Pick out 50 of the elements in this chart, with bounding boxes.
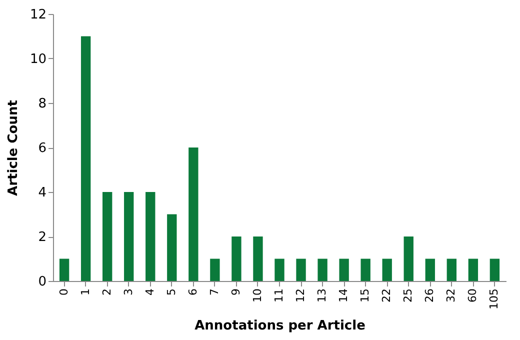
bar	[232, 236, 242, 281]
bar	[253, 236, 263, 281]
bar	[446, 258, 457, 281]
bar	[167, 214, 177, 281]
x-tick-label: 22	[380, 288, 394, 302]
bar	[274, 258, 284, 281]
bar	[404, 236, 414, 281]
x-tick-label: 6	[186, 288, 200, 296]
x-tick-label: 0	[57, 288, 70, 296]
x-tick-label: 4	[143, 288, 156, 296]
x-tick-label: 12	[294, 288, 308, 302]
x-tick-label: 32	[444, 288, 458, 302]
x-tick-label: 14	[337, 288, 350, 302]
y-tick-label: 8	[38, 96, 46, 112]
x-tick-label: 26	[423, 288, 436, 302]
y-tick-label: 4	[38, 186, 46, 200]
x-tick-label: 1	[78, 288, 92, 296]
bar	[296, 258, 306, 281]
bar	[382, 258, 392, 281]
x-tick-label: 9	[229, 288, 242, 296]
x-tick-label: 3	[122, 288, 135, 296]
bar	[339, 258, 349, 281]
bar	[102, 192, 112, 281]
x-tick-label: 7	[208, 288, 221, 296]
y-tick-label: 12	[30, 8, 46, 22]
y-tick-label: 6	[38, 141, 46, 156]
bar	[318, 258, 328, 281]
bar	[80, 36, 91, 281]
bar	[468, 258, 478, 281]
x-tick-label: 10	[250, 288, 264, 302]
x-tick-label: 11	[272, 288, 286, 302]
x-tick-label: 105	[488, 288, 501, 310]
bar	[124, 192, 134, 281]
x-tick-label: 5	[164, 288, 178, 296]
x-tick-label: 13	[316, 288, 329, 302]
x-tick-label: 25	[402, 288, 415, 302]
y-tick-label: 10	[30, 52, 46, 67]
x-tick-label: 2	[100, 288, 114, 296]
bar	[59, 258, 70, 281]
x-axis-title: Annotations per Article	[194, 318, 366, 334]
x-tick-label: 15	[358, 288, 372, 302]
bar	[490, 258, 500, 281]
x-tick-label: 60	[466, 288, 480, 302]
bar	[146, 192, 156, 281]
y-axis-title: Article Count	[6, 100, 21, 196]
bar	[210, 258, 220, 281]
y-tick-label: 2	[38, 230, 46, 245]
bar	[188, 148, 198, 281]
bar	[425, 258, 435, 281]
bar	[360, 258, 370, 281]
